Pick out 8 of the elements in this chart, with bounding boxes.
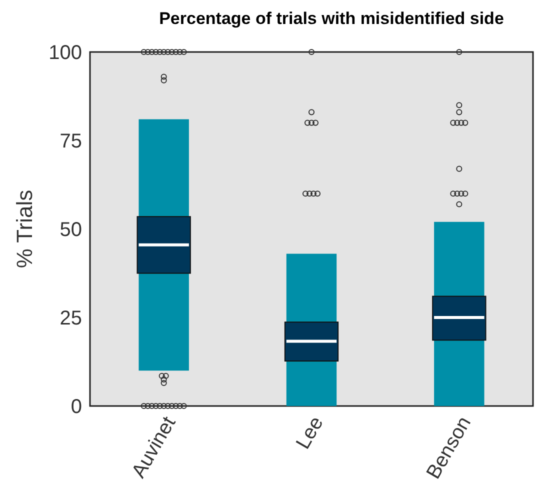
x-tick-label: Lee (292, 413, 328, 453)
y-tick-label: 100 (48, 42, 82, 64)
y-tick-label: 0 (70, 396, 82, 418)
y-axis-title: % Trials (12, 190, 37, 268)
chart-title: Percentage of trials with misidentified side (159, 9, 504, 28)
y-tick-label: 25 (60, 308, 82, 330)
y-tick-label: 50 (60, 219, 82, 241)
y-tick-label: 75 (60, 130, 82, 152)
